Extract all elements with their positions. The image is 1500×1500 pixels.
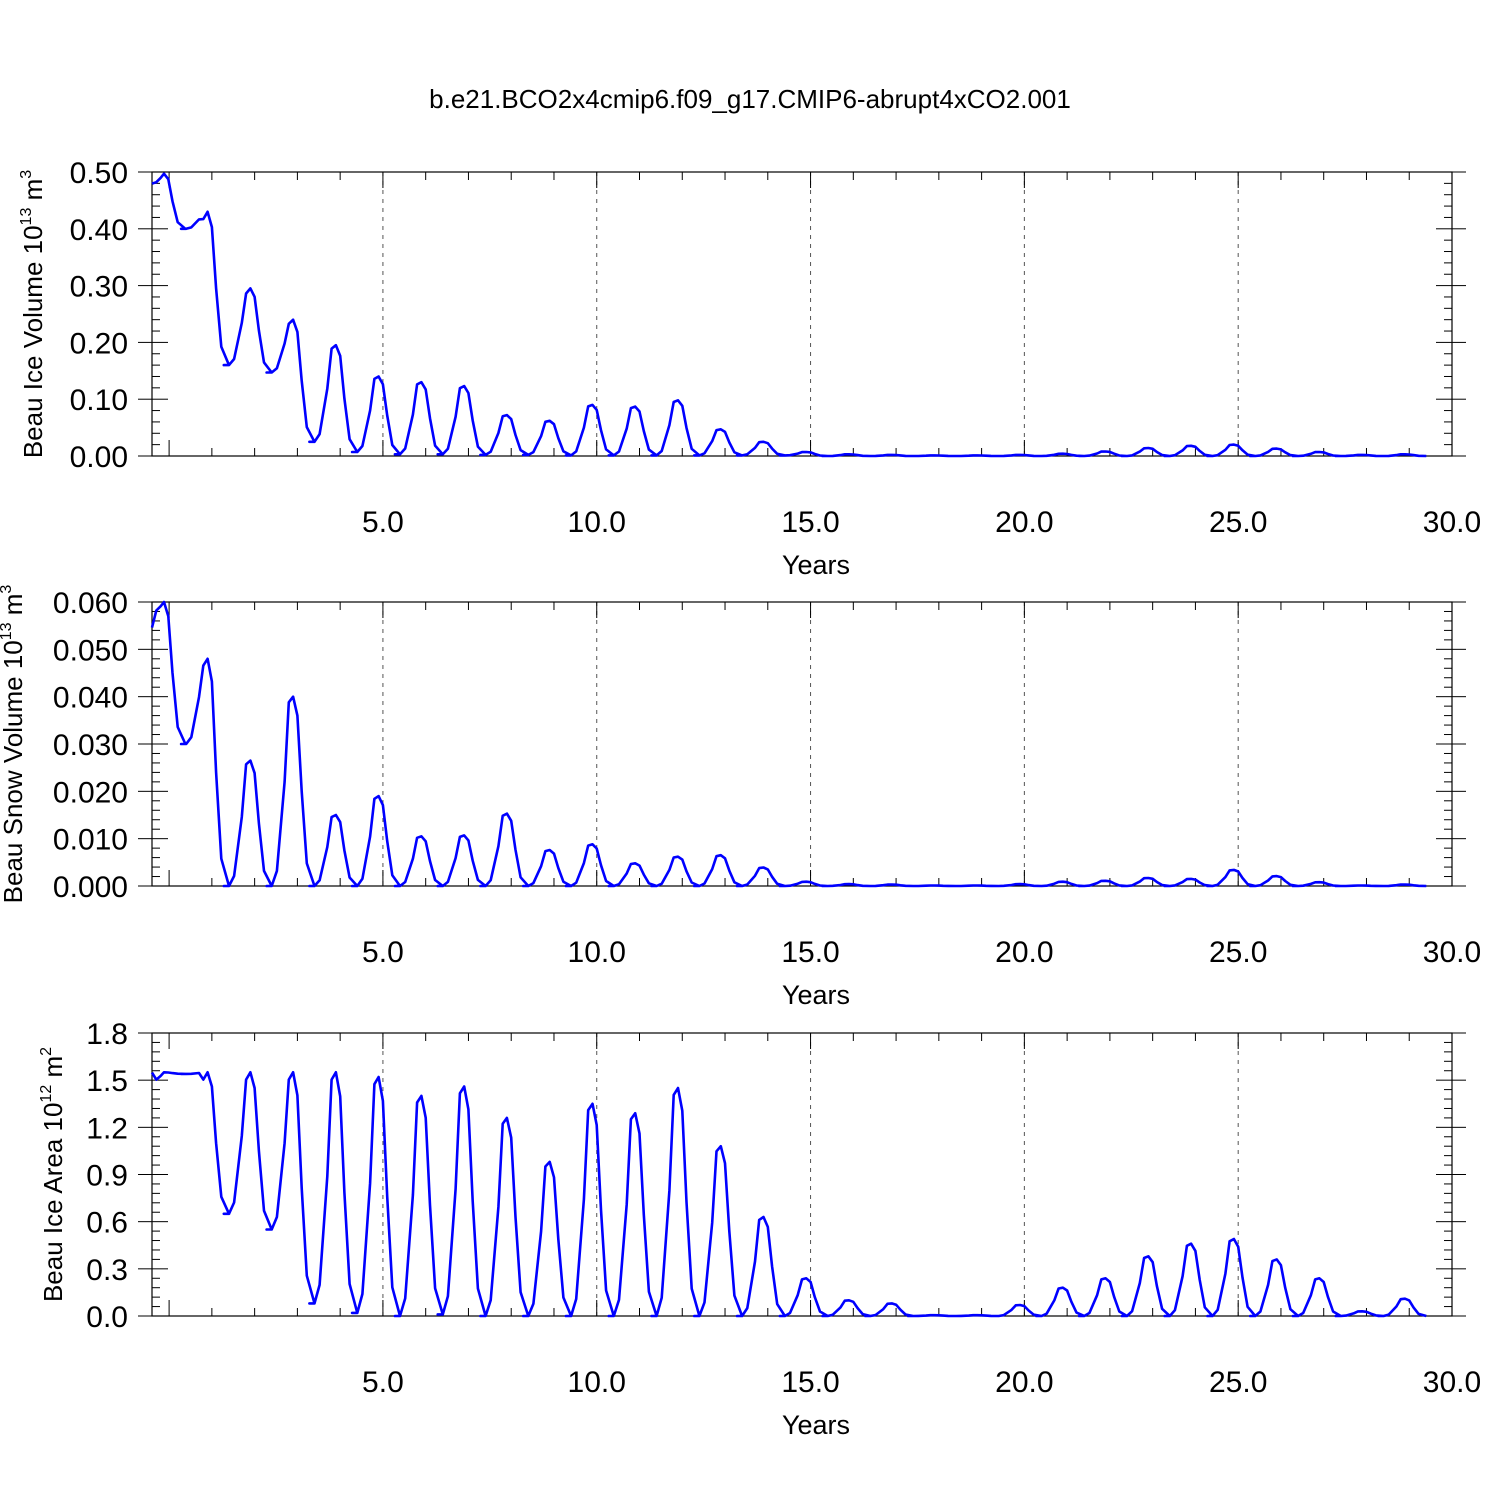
plot-frame [151, 1032, 1453, 1317]
y-axis-label-text: Beau Snow Volume 10 [0, 640, 28, 903]
y-tick-label: 0.3 [86, 1254, 128, 1287]
x-tick-label: 15.0 [781, 506, 839, 539]
y-tick-label: 0.9 [86, 1160, 128, 1193]
series-line-ice-area [150, 1071, 1427, 1318]
y-axis-label-unit-exponent: 3 [18, 170, 35, 179]
x-axis-label: Years [782, 1410, 850, 1440]
series-line-snow-volume [150, 600, 1427, 888]
y-axis-label-unit-exponent: 3 [0, 585, 15, 594]
x-tick-label: 25.0 [1209, 1366, 1267, 1399]
y-tick-label: 1.8 [86, 1018, 128, 1051]
y-tick-label: 0.060 [53, 587, 128, 620]
y-axis-label-exponent: 13 [18, 208, 35, 226]
x-tick-label: 5.0 [362, 1366, 404, 1399]
y-axis-label-exponent: 13 [0, 622, 15, 640]
y-tick-label: 0.6 [86, 1207, 128, 1240]
panel-ice-area: 0.0 0.3 0.6 0.9 1.2 1.5 1.8 5.0 10.0 15.0 20.0 25.0… [38, 1018, 1481, 1440]
x-axis-label: Years [782, 980, 850, 1010]
y-tick-label: 0.30 [70, 271, 128, 304]
y-tick-label: 0.010 [53, 824, 128, 857]
x-tick-label: 20.0 [995, 1366, 1053, 1399]
y-axis-label-text: Beau Ice Volume 10 [18, 225, 48, 458]
y-tick-label: 0.0 [86, 1301, 128, 1334]
y-tick-label: 0.00 [70, 441, 128, 474]
x-tick-label: 10.0 [568, 936, 626, 969]
y-axis-label: Beau Ice Volume 1013 m3 [18, 170, 48, 458]
y-axis-label: Beau Snow Volume 1013 m3 [0, 585, 28, 904]
x-tick-label: 15.0 [781, 1366, 839, 1399]
x-tick-label: 25.0 [1209, 936, 1267, 969]
y-tick-label: 1.5 [86, 1065, 128, 1098]
y-tick-label: 0.050 [53, 634, 128, 667]
y-axis-label-text: Beau Ice Area 10 [38, 1103, 68, 1302]
x-tick-label: 30.0 [1423, 506, 1481, 539]
x-tick-label: 20.0 [995, 506, 1053, 539]
y-axis-label-unit: m [38, 1056, 68, 1085]
y-tick-label: 0.020 [53, 776, 128, 809]
y-axis-label-unit: m [18, 179, 48, 208]
y-tick-label: 1.2 [86, 1112, 128, 1145]
y-axis-label-unit: m [0, 594, 28, 623]
x-tick-label: 25.0 [1209, 506, 1267, 539]
plot-frame [151, 171, 1453, 457]
y-axis-label-unit-exponent: 2 [38, 1047, 55, 1056]
x-tick-label: 30.0 [1423, 1366, 1481, 1399]
y-tick-label: 0.40 [70, 214, 128, 247]
panel-ice-volume: 0.00 0.10 0.20 0.30 0.40 0.50 5.0 10.0 15.0 20.0 2… [18, 157, 1481, 580]
x-tick-label: 5.0 [362, 936, 404, 969]
x-tick-label: 15.0 [781, 936, 839, 969]
y-tick-label: 0.000 [53, 871, 128, 904]
plot-frame [151, 601, 1453, 887]
panel-snow-volume: 0.000 0.010 0.020 0.030 0.040 0.050 0.060 5.0 10… [0, 585, 1481, 1010]
x-tick-label: 10.0 [568, 506, 626, 539]
y-tick-label: 0.10 [70, 384, 128, 417]
y-tick-label: 0.50 [70, 157, 128, 190]
x-tick-label: 10.0 [568, 1366, 626, 1399]
y-tick-label: 0.040 [53, 682, 128, 715]
y-axis-label-exponent: 12 [38, 1085, 55, 1103]
series-line-ice-volume [151, 172, 1427, 458]
x-tick-label: 20.0 [995, 936, 1053, 969]
y-tick-label: 0.030 [53, 729, 128, 762]
x-tick-label: 5.0 [362, 506, 404, 539]
y-tick-label: 0.20 [70, 327, 128, 360]
x-tick-label: 30.0 [1423, 936, 1481, 969]
y-axis-label: Beau Ice Area 1012 m2 [38, 1047, 68, 1302]
chart-title: b.e21.BCO2x4cmip6.f09_g17.CMIP6-abrupt4x… [429, 84, 1071, 114]
x-axis-label: Years [782, 550, 850, 580]
